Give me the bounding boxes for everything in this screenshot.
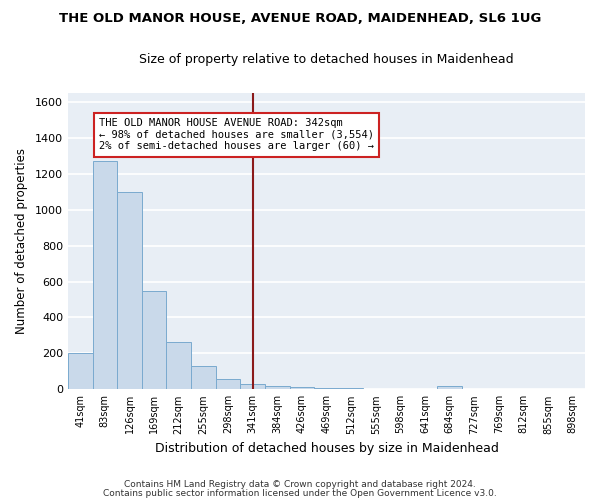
Bar [215,378,240,390]
Text: Contains HM Land Registry data © Crown copyright and database right 2024.: Contains HM Land Registry data © Crown c… [124,480,476,489]
X-axis label: Distribution of detached houses by size in Maidenhead: Distribution of detached houses by size … [155,442,499,455]
Title: Size of property relative to detached houses in Maidenhead: Size of property relative to detached ho… [139,52,514,66]
Bar [166,342,191,390]
Bar [290,386,314,390]
Text: Contains public sector information licensed under the Open Government Licence v3: Contains public sector information licen… [103,489,497,498]
Text: THE OLD MANOR HOUSE, AVENUE ROAD, MAIDENHEAD, SL6 1UG: THE OLD MANOR HOUSE, AVENUE ROAD, MAIDEN… [59,12,541,26]
Bar [92,162,117,390]
Bar [68,354,92,390]
Bar [314,388,339,390]
Bar [191,366,215,390]
Y-axis label: Number of detached properties: Number of detached properties [15,148,28,334]
Bar [240,384,265,390]
Bar [265,386,290,390]
Bar [339,388,364,390]
Bar [142,290,166,390]
Text: THE OLD MANOR HOUSE AVENUE ROAD: 342sqm
← 98% of detached houses are smaller (3,: THE OLD MANOR HOUSE AVENUE ROAD: 342sqm … [99,118,374,152]
Bar [117,192,142,390]
Bar [437,386,462,390]
